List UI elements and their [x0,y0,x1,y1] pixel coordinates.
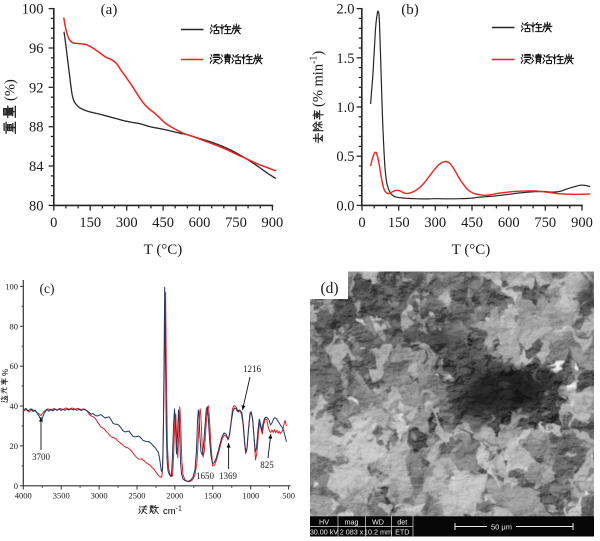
svg-text:(d): (d) [320,280,338,297]
svg-text:1650: 1650 [196,471,215,481]
svg-text:1369: 1369 [219,471,238,481]
svg-text:30.00 kV: 30.00 kV [310,527,339,536]
svg-text:1216: 1216 [243,364,262,374]
svg-text:3000: 3000 [91,491,108,501]
svg-text:10.2 mm: 10.2 mm [364,527,392,536]
svg-text:150: 150 [388,215,410,231]
svg-text:2500: 2500 [129,491,146,501]
svg-text:T (°C): T (°C) [452,242,491,258]
svg-text:0: 0 [358,215,365,231]
svg-text:84: 84 [29,159,44,175]
svg-text:20: 20 [10,441,19,451]
svg-text:450: 450 [461,215,483,231]
svg-text:1.0: 1.0 [336,100,354,116]
svg-text:92: 92 [29,80,44,96]
svg-text:1.5: 1.5 [336,51,354,67]
svg-text:0: 0 [14,481,18,491]
svg-text:%: % [1,369,10,376]
svg-text:96: 96 [29,41,44,57]
svg-text:88: 88 [29,120,44,136]
svg-text:600: 600 [498,215,520,231]
svg-text:450: 450 [152,215,174,231]
svg-text:(a): (a) [101,2,118,18]
svg-text:100: 100 [5,281,18,291]
svg-text:0.0: 0.0 [336,198,354,214]
svg-text:80: 80 [29,198,44,214]
svg-text:2 083 x: 2 083 x [340,527,364,536]
svg-text:825: 825 [260,460,274,470]
svg-text:3500: 3500 [53,491,70,501]
svg-text:ETD: ETD [395,527,409,536]
svg-text:WD: WD [372,517,384,526]
svg-text:300: 300 [116,215,138,231]
svg-text:(% min-1): (% min-1) [309,51,327,107]
svg-text:1000: 1000 [242,491,259,501]
svg-text:80: 80 [10,321,19,331]
svg-text:cm-1: cm-1 [163,506,182,518]
svg-text:900: 900 [262,215,284,231]
svg-text:750: 750 [225,215,247,231]
svg-text:750: 750 [534,215,556,231]
svg-text:1500: 1500 [204,491,221,501]
svg-text:HV: HV [319,517,329,526]
svg-text:(%): (%) [3,79,19,101]
svg-text:(b): (b) [401,2,419,18]
svg-text:T (°C): T (°C) [144,242,183,258]
svg-text:0.5: 0.5 [336,149,354,165]
svg-text:40: 40 [10,401,19,411]
svg-text:3700: 3700 [32,452,51,462]
svg-text:500: 500 [282,491,295,501]
svg-text:2000: 2000 [166,491,183,501]
svg-text:(c): (c) [40,281,55,296]
svg-text:100: 100 [22,2,44,18]
svg-text:det: det [397,517,407,526]
svg-text:60: 60 [10,361,19,371]
svg-text:300: 300 [424,215,446,231]
svg-text:mag: mag [345,517,359,526]
svg-text:4000: 4000 [15,491,32,501]
svg-text:50 μm: 50 μm [491,522,512,531]
svg-text:150: 150 [79,215,101,231]
svg-text:0: 0 [50,215,57,231]
svg-text:900: 900 [571,215,593,231]
svg-text:2.0: 2.0 [336,2,354,18]
svg-text:600: 600 [189,215,211,231]
